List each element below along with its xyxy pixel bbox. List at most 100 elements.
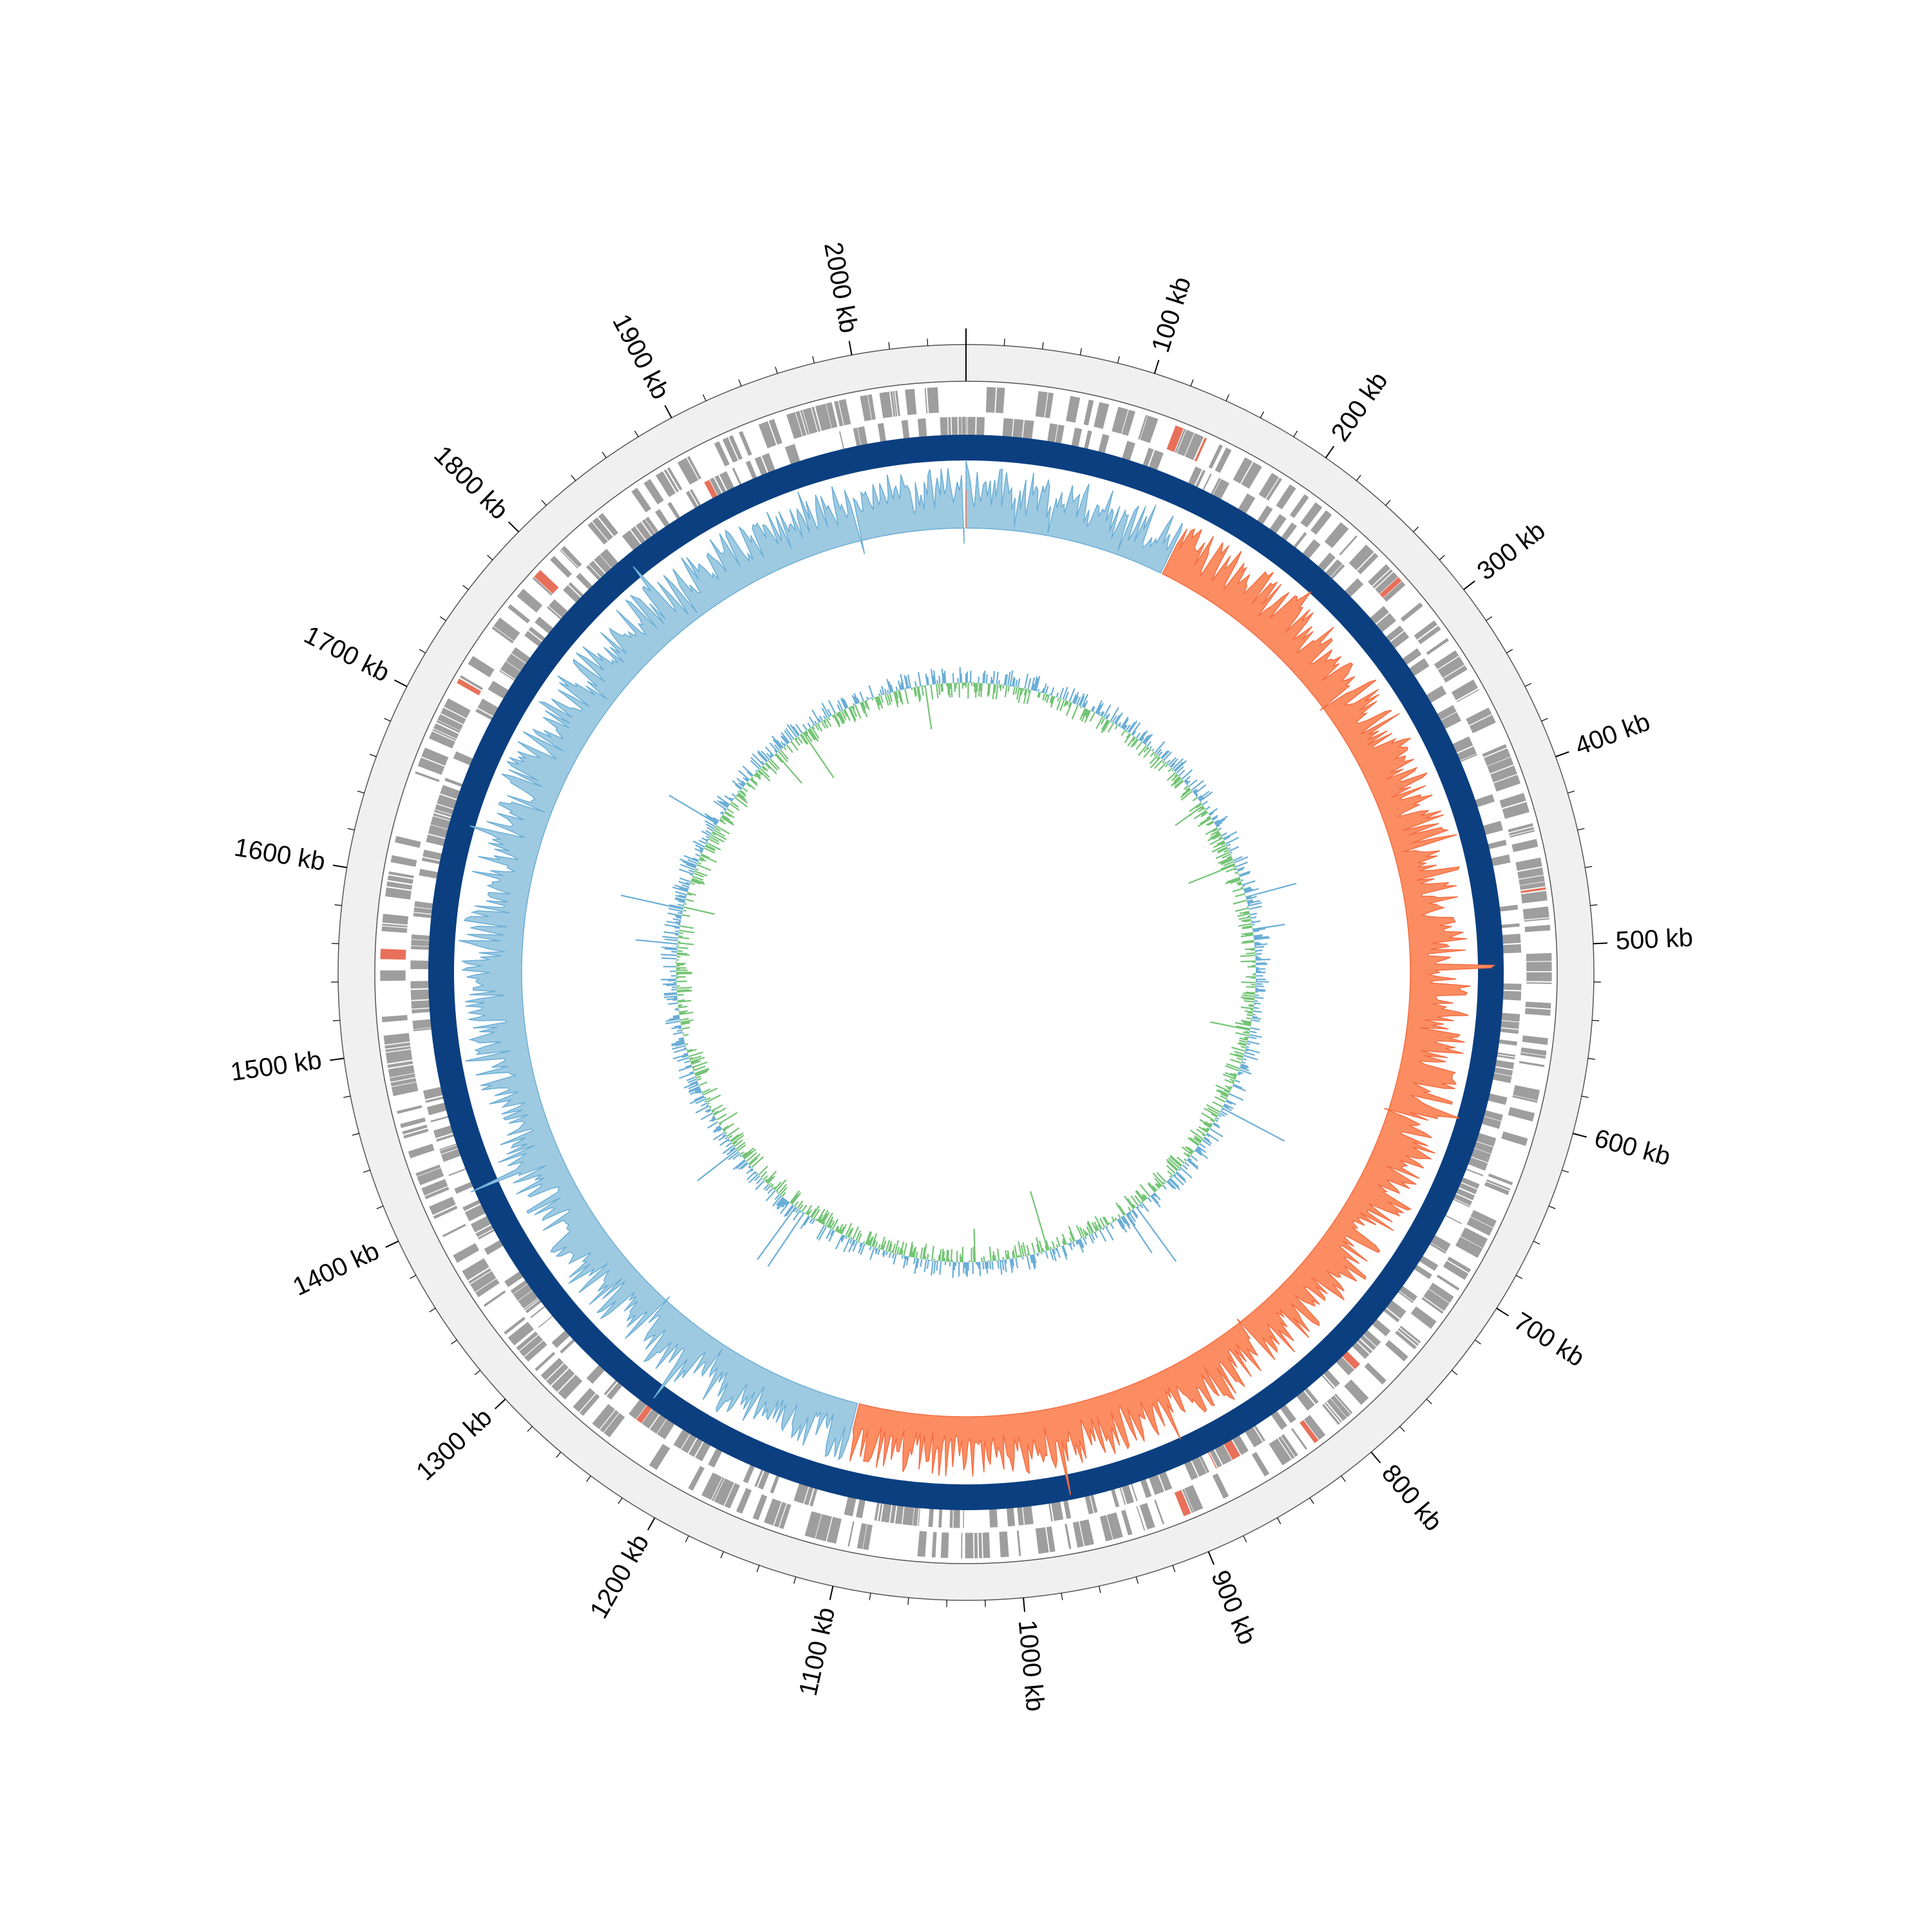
gene-feature xyxy=(432,1205,459,1220)
tick-layer xyxy=(330,328,1608,1612)
gene-feature xyxy=(1121,1509,1133,1536)
gene-feature xyxy=(1499,792,1527,809)
gene-feature xyxy=(1421,1296,1444,1314)
gene-feature xyxy=(713,1477,735,1506)
gene-feature xyxy=(1099,1514,1113,1542)
gene-feature xyxy=(424,1186,450,1200)
gene-feature xyxy=(443,697,471,719)
minor-tick xyxy=(352,1133,359,1136)
minor-tick xyxy=(541,500,547,506)
tick-label: 100 kb xyxy=(1146,274,1197,356)
gene-feature xyxy=(1519,1060,1545,1068)
gene-feature xyxy=(388,871,415,879)
gene-feature xyxy=(714,440,730,467)
minor-tick xyxy=(376,1206,384,1209)
gene-feature xyxy=(421,1178,449,1197)
gene-feature xyxy=(701,1472,723,1501)
minor-tick xyxy=(1003,338,1005,346)
gene-feature xyxy=(475,1278,500,1298)
gene-feature xyxy=(387,875,414,885)
minor-tick xyxy=(556,1452,562,1458)
gene-feature xyxy=(1519,881,1546,891)
gene-feature xyxy=(469,1270,497,1293)
minor-tick xyxy=(1451,1370,1458,1376)
rna-feature xyxy=(456,677,482,696)
tick-label: 400 kb xyxy=(1571,708,1654,761)
gene-feature xyxy=(1044,392,1054,419)
gene-feature xyxy=(687,455,702,480)
gene-feature xyxy=(493,617,521,642)
gene-feature xyxy=(1016,1530,1022,1557)
gene-feature xyxy=(381,913,409,925)
minor-tick xyxy=(451,1340,457,1345)
gene-feature xyxy=(1507,822,1534,833)
major-tick xyxy=(507,521,520,533)
gene-feature xyxy=(1509,829,1535,838)
tick-label: 200 kb xyxy=(1326,367,1394,447)
tick-label: 800 kb xyxy=(1376,1459,1448,1537)
gene-feature xyxy=(1468,714,1497,734)
gene-feature xyxy=(677,457,699,486)
gene-feature xyxy=(847,1520,855,1548)
gene-feature xyxy=(1417,625,1442,645)
major-tick xyxy=(1463,580,1475,591)
gene-feature xyxy=(1493,774,1521,792)
tick-label: 600 kb xyxy=(1591,1124,1673,1171)
gene-feature xyxy=(467,655,495,678)
major-tick xyxy=(332,864,347,869)
gene-feature xyxy=(579,1393,601,1417)
major-tick xyxy=(1496,1307,1509,1317)
gene-feature xyxy=(985,386,997,413)
gene-feature xyxy=(459,674,484,691)
gene-feature xyxy=(598,512,619,537)
gene-feature xyxy=(1139,1502,1156,1530)
gene-feature xyxy=(1526,981,1553,985)
minor-tick xyxy=(869,1593,871,1600)
gene-feature xyxy=(401,1124,428,1135)
gene-feature xyxy=(1434,649,1460,670)
gene-feature xyxy=(1184,432,1204,461)
minor-tick xyxy=(487,554,493,560)
major-tick xyxy=(1023,1597,1026,1612)
gene-feature xyxy=(1111,406,1129,435)
gc-skew-positive-area xyxy=(459,460,1183,1461)
backbone-ring xyxy=(428,435,1504,1510)
gene-feature xyxy=(1035,390,1048,418)
minor-tick xyxy=(1293,430,1298,437)
minor-tick xyxy=(793,1577,797,1584)
minor-tick xyxy=(1567,790,1575,793)
gene-feature xyxy=(643,478,665,506)
gene-feature xyxy=(545,1363,569,1387)
gene-feature xyxy=(1309,509,1333,536)
gene-feature xyxy=(916,1530,927,1558)
minor-tick xyxy=(1439,554,1445,560)
minor-tick xyxy=(384,717,391,722)
tick-label: 1300 kb xyxy=(411,1403,497,1486)
tick-label: 2000 kb xyxy=(819,240,863,335)
rna-feature xyxy=(1173,1489,1192,1517)
gene-feature xyxy=(1251,1451,1270,1477)
minor-tick xyxy=(1506,649,1513,654)
rna-feature xyxy=(1299,1419,1320,1444)
minor-tick xyxy=(1276,1517,1282,1524)
gene-feature xyxy=(603,1412,626,1438)
gene-feature xyxy=(384,1042,411,1050)
minor-tick xyxy=(586,1475,591,1482)
gene-feature xyxy=(1072,1520,1084,1548)
gene-feature xyxy=(1520,1052,1547,1059)
gene-feature xyxy=(1321,1403,1341,1426)
gene-feature xyxy=(728,434,743,460)
gene-feature xyxy=(415,1164,441,1177)
gene-feature xyxy=(591,1403,616,1430)
gene-feature xyxy=(408,1143,435,1159)
gc-content-negative xyxy=(676,682,1256,1263)
major-tick xyxy=(1370,1452,1381,1464)
gene-feature xyxy=(1526,961,1553,972)
minor-tick xyxy=(1079,348,1082,355)
gene-feature xyxy=(711,1477,725,1502)
gene-feature xyxy=(587,521,609,545)
gene-feature xyxy=(724,1482,741,1510)
gene-feature xyxy=(768,418,783,446)
minor-tick xyxy=(738,379,742,386)
minor-tick xyxy=(1385,500,1391,506)
